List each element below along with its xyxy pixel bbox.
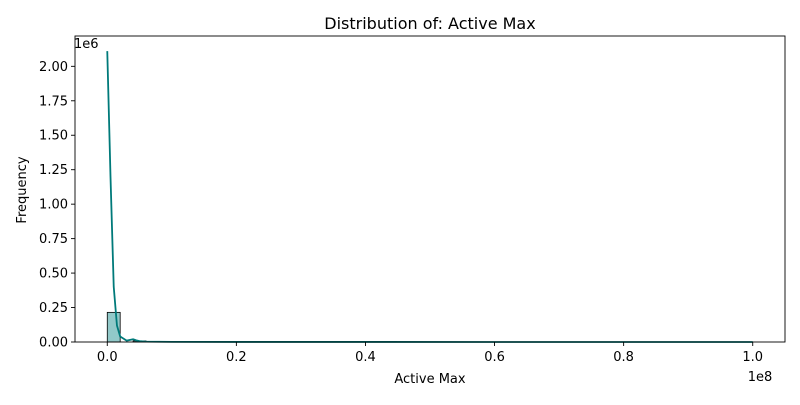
x-tick-label: 0.0 bbox=[97, 350, 118, 365]
y-tick-label: 1.00 bbox=[39, 198, 68, 213]
y-tick-label: 0.00 bbox=[39, 336, 68, 351]
x-tick-label: 0.2 bbox=[226, 350, 247, 365]
x-tick-label: 0.6 bbox=[484, 350, 505, 365]
y-tick-label: 1.25 bbox=[39, 163, 68, 178]
kde-line bbox=[106, 51, 753, 343]
axes-frame bbox=[74, 35, 786, 343]
x-axis-offset-label: 1e8 bbox=[748, 370, 773, 385]
y-tick-label: 2.00 bbox=[39, 60, 68, 75]
x-tick-label: 1.0 bbox=[742, 350, 763, 365]
y-axis-offset-label: 1e6 bbox=[74, 37, 99, 52]
x-tick-label: 0.4 bbox=[355, 350, 376, 365]
x-axis-label: Active Max bbox=[394, 372, 466, 387]
y-tick-label: 0.75 bbox=[39, 232, 68, 247]
plot-area: 0.0 0.2 0.4 0.6 0.8 1.0 0.00 0.25 0.50 0.75 1.00 1.… bbox=[39, 35, 786, 365]
y-tick-label: 0.25 bbox=[39, 301, 68, 316]
y-tick-label: 0.50 bbox=[39, 267, 68, 282]
y-tick-label: 1.50 bbox=[39, 129, 68, 144]
chart-title: Distribution of: Active Max bbox=[324, 14, 535, 33]
y-axis-label: Frequency bbox=[15, 156, 30, 223]
y-tick-label: 1.75 bbox=[39, 94, 68, 109]
x-tick-label: 0.8 bbox=[613, 350, 634, 365]
